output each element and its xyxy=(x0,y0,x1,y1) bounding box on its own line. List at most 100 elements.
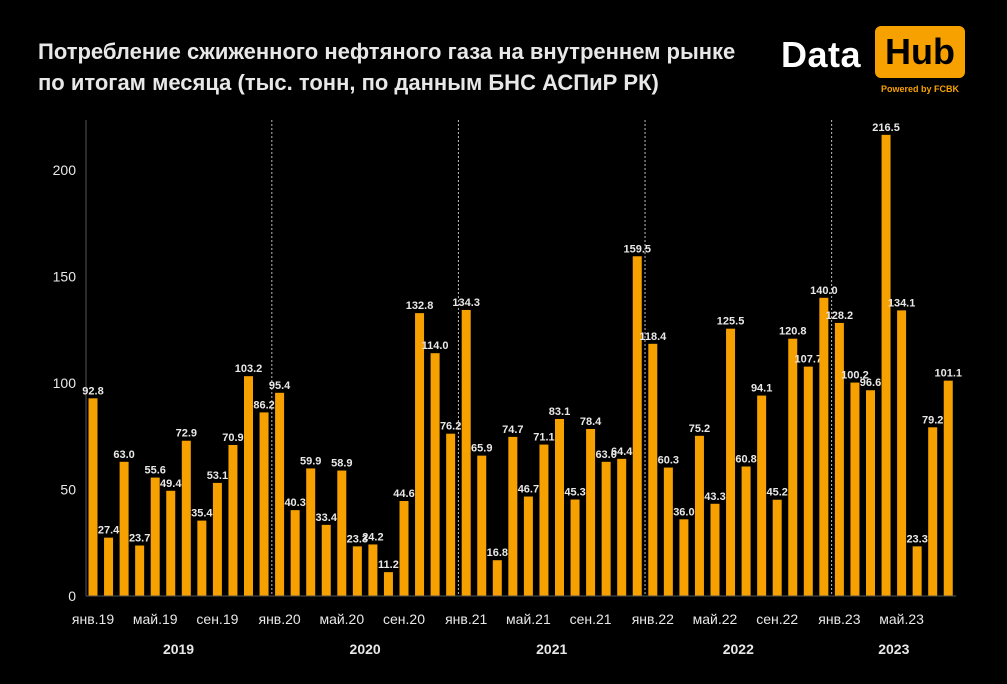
bar xyxy=(352,546,362,596)
bar-value-label: 46.7 xyxy=(518,484,539,496)
bar-value-label: 23.3 xyxy=(347,533,368,545)
x-tick-label: май.19 xyxy=(133,611,178,627)
bar-value-label: 63.0 xyxy=(595,449,616,461)
bar xyxy=(306,468,316,596)
bar xyxy=(834,322,844,596)
bar xyxy=(477,455,487,596)
bar-value-label: 58.9 xyxy=(331,458,352,470)
bar xyxy=(570,499,580,596)
bar-value-label: 55.6 xyxy=(144,465,165,477)
bar-value-label: 59.9 xyxy=(300,455,321,467)
bar xyxy=(166,490,176,596)
bar xyxy=(368,544,378,596)
bar-value-label: 83.1 xyxy=(549,406,570,418)
bar-value-label: 40.3 xyxy=(284,497,305,509)
bar xyxy=(943,380,953,596)
year-group-label: 2022 xyxy=(723,641,754,657)
bar xyxy=(850,382,860,596)
bar xyxy=(694,435,704,596)
bar-value-label: 11.2 xyxy=(378,559,399,571)
bar-value-label: 53.1 xyxy=(207,470,228,482)
bar-value-label: 72.9 xyxy=(176,428,197,440)
x-tick-label: сен.20 xyxy=(383,611,425,627)
bar-value-label: 120.8 xyxy=(779,326,807,338)
bar xyxy=(228,444,238,596)
bar xyxy=(492,560,502,596)
x-tick-label: сен.19 xyxy=(196,611,238,627)
bar-value-label: 79.2 xyxy=(922,414,943,426)
bar xyxy=(586,429,596,596)
chart-title: Потребление сжиженного нефтяного газа на… xyxy=(38,39,736,95)
bar-value-label: 92.8 xyxy=(82,385,103,397)
bar xyxy=(539,444,549,596)
bar xyxy=(399,501,409,596)
bar-value-label: 114.0 xyxy=(422,340,449,352)
bar xyxy=(788,338,798,596)
bar-value-label: 44.6 xyxy=(393,488,414,500)
bar-value-label: 107.7 xyxy=(795,354,823,366)
bar-value-label: 75.2 xyxy=(689,423,710,435)
x-tick-label: сен.22 xyxy=(756,611,798,627)
year-group-label: 2019 xyxy=(163,641,194,657)
bar xyxy=(150,477,160,596)
y-tick-label: 0 xyxy=(68,588,76,604)
bar xyxy=(259,412,269,596)
bar xyxy=(523,496,533,596)
bar-value-label: 23.7 xyxy=(129,533,150,545)
bar xyxy=(88,398,98,596)
bar xyxy=(119,461,129,596)
bar xyxy=(212,482,222,596)
x-tick-label: май.22 xyxy=(693,611,738,627)
bar-value-label: 23.3 xyxy=(906,533,927,545)
bar xyxy=(430,353,440,596)
bar-value-label: 24.2 xyxy=(362,531,383,543)
bar xyxy=(461,309,471,596)
bar-value-label: 134.1 xyxy=(888,297,916,309)
bar xyxy=(648,343,658,596)
bar xyxy=(741,466,751,596)
bar-value-label: 76.2 xyxy=(440,421,461,433)
bar-value-label: 132.8 xyxy=(406,300,434,312)
bar-value-label: 36.0 xyxy=(673,506,694,518)
year-group-label: 2023 xyxy=(878,641,909,657)
bar xyxy=(726,328,736,596)
bar xyxy=(321,524,331,596)
bar-value-label: 134.3 xyxy=(452,297,480,309)
bar xyxy=(757,395,767,596)
x-tick-label: май.21 xyxy=(506,611,551,627)
bar-value-label: 101.1 xyxy=(934,368,962,380)
bar-value-label: 103.2 xyxy=(235,363,263,375)
bar xyxy=(244,376,253,596)
bar xyxy=(803,366,813,596)
bar-value-label: 70.9 xyxy=(222,432,243,444)
bar xyxy=(337,470,347,596)
bar-value-label: 35.4 xyxy=(191,508,213,520)
bar xyxy=(881,134,891,597)
bar-value-label: 60.3 xyxy=(658,455,679,467)
bar xyxy=(819,297,829,596)
x-tick-label: янв.22 xyxy=(632,611,674,627)
year-group-label: 2020 xyxy=(350,641,381,657)
bar-value-label: 60.8 xyxy=(735,453,756,465)
bar xyxy=(555,418,564,596)
bar xyxy=(912,546,922,596)
bar xyxy=(679,519,689,596)
bar xyxy=(632,256,642,596)
bar xyxy=(415,313,425,596)
bar xyxy=(601,461,611,596)
bar-value-label: 78.4 xyxy=(580,416,602,428)
logo-word-hub: Hub xyxy=(875,26,965,78)
x-tick-label: янв.21 xyxy=(445,611,487,627)
bar-value-label: 86.2 xyxy=(253,399,274,411)
bar xyxy=(710,503,720,596)
bar xyxy=(617,458,627,596)
bar-value-label: 71.1 xyxy=(533,432,554,444)
bar-value-label: 125.5 xyxy=(717,316,745,328)
bar-value-label: 74.7 xyxy=(502,424,523,436)
bar-value-label: 95.4 xyxy=(269,380,291,392)
y-tick-label: 100 xyxy=(53,375,77,391)
bar-value-label: 33.4 xyxy=(316,512,338,524)
bar-value-label: 45.2 xyxy=(766,487,787,499)
bar xyxy=(104,537,114,596)
